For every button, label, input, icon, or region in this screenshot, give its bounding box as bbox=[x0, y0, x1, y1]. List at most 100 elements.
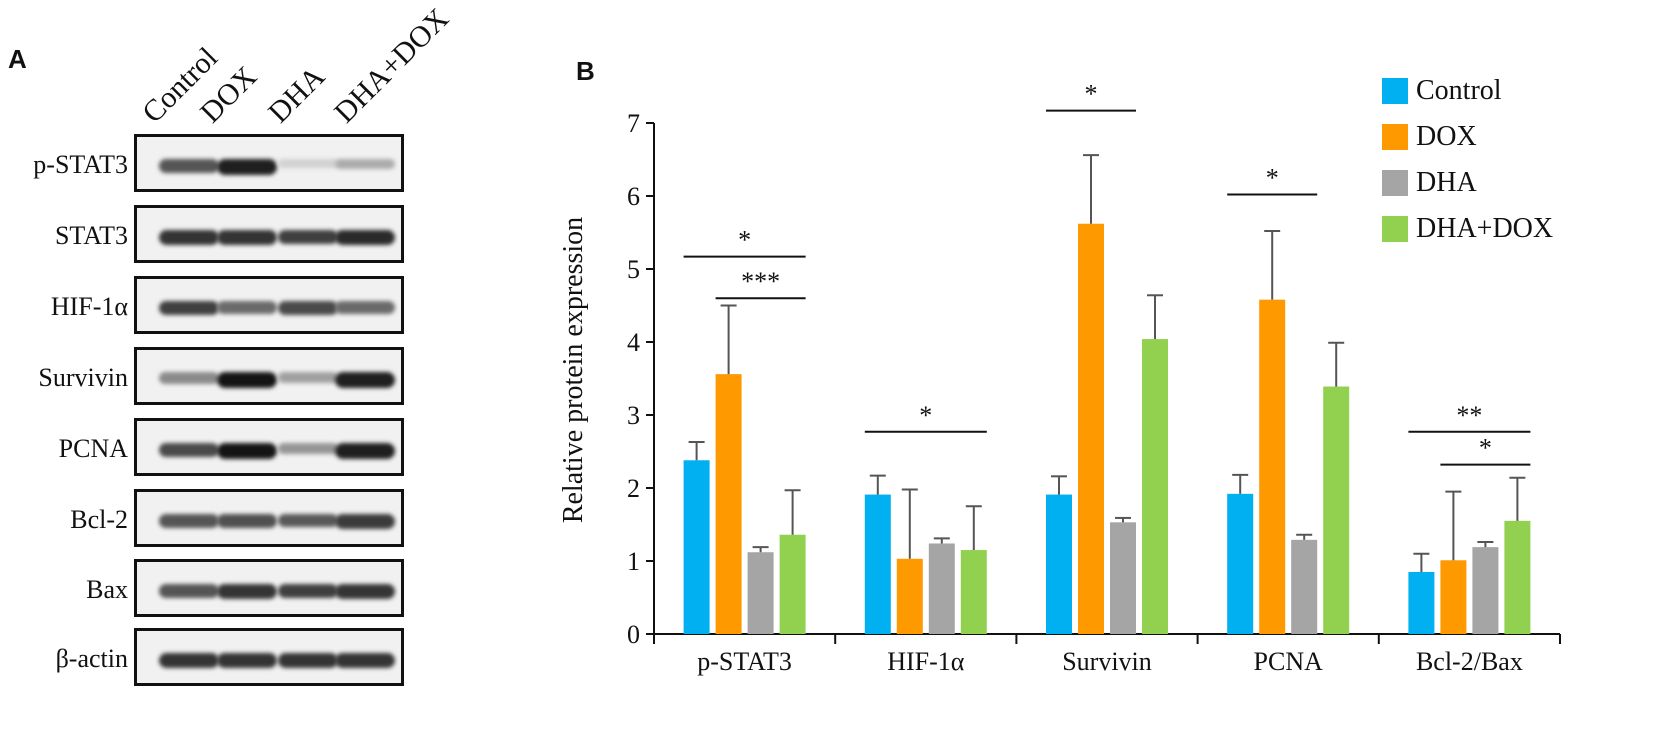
significance-marker: * bbox=[1266, 164, 1279, 193]
blot-strip bbox=[134, 418, 404, 476]
x-tick-label: HIF-1α bbox=[887, 647, 965, 676]
blot-band bbox=[159, 159, 219, 173]
bar bbox=[747, 552, 774, 634]
blot-band bbox=[159, 372, 219, 384]
bar bbox=[864, 494, 891, 634]
blot-label: Survivin bbox=[38, 363, 128, 392]
significance-marker: *** bbox=[741, 267, 780, 296]
blot-label: STAT3 bbox=[54, 221, 128, 250]
y-tick-label: 7 bbox=[627, 109, 640, 138]
blot-band bbox=[335, 372, 395, 388]
blot-strip bbox=[134, 347, 404, 405]
legend-label: Control bbox=[1416, 75, 1502, 106]
blot-label: β-actin bbox=[55, 644, 128, 673]
bar bbox=[1472, 547, 1499, 634]
bar bbox=[1504, 520, 1531, 634]
legend-swatch bbox=[1382, 170, 1408, 196]
bar bbox=[1227, 493, 1254, 634]
blot-band bbox=[335, 514, 395, 529]
significance-marker: ** bbox=[1456, 401, 1482, 430]
y-tick-label: 2 bbox=[627, 474, 640, 503]
legend-item: DHA bbox=[1382, 160, 1553, 206]
blot-band bbox=[335, 584, 395, 599]
significance-marker: * bbox=[1085, 80, 1098, 109]
x-tick-label: Survivin bbox=[1062, 647, 1152, 676]
y-tick-label: 5 bbox=[627, 255, 640, 284]
legend-swatch bbox=[1382, 124, 1408, 150]
panel-b-label: B bbox=[576, 56, 595, 86]
blot-band bbox=[335, 653, 395, 668]
blot-band bbox=[217, 159, 277, 175]
blot-band bbox=[278, 301, 338, 315]
blot-band bbox=[217, 372, 277, 388]
blot-strip bbox=[134, 559, 404, 617]
bar bbox=[1110, 522, 1136, 634]
significance-marker: * bbox=[919, 401, 932, 430]
blot-band bbox=[217, 230, 277, 245]
x-tick-label: p-STAT3 bbox=[697, 647, 792, 676]
bar bbox=[1078, 223, 1104, 635]
y-tick-label: 0 bbox=[627, 620, 640, 649]
blot-band bbox=[278, 230, 338, 245]
blot-band bbox=[278, 653, 338, 668]
bar bbox=[960, 550, 987, 634]
legend-item: DHA+DOX bbox=[1382, 206, 1553, 252]
bar bbox=[1408, 571, 1435, 634]
bar bbox=[1046, 494, 1072, 634]
blot-band bbox=[159, 584, 219, 598]
significance-marker: * bbox=[738, 226, 751, 255]
blot-band bbox=[278, 159, 338, 168]
blot-label: HIF-1α bbox=[50, 292, 128, 321]
blot-band bbox=[335, 230, 395, 246]
blot-band bbox=[217, 653, 277, 668]
x-tick-label: PCNA bbox=[1254, 647, 1324, 676]
blot-band bbox=[217, 443, 277, 459]
x-tick-label: Bcl-2/Bax bbox=[1416, 647, 1523, 676]
y-tick-label: 1 bbox=[627, 547, 640, 576]
bar bbox=[1259, 299, 1286, 634]
legend-item: DOX bbox=[1382, 114, 1553, 160]
blot-band bbox=[159, 301, 219, 316]
blot-band bbox=[217, 514, 277, 528]
blot-strip bbox=[134, 628, 404, 686]
y-tick-label: 4 bbox=[627, 328, 640, 357]
legend-swatch bbox=[1382, 216, 1408, 242]
bar bbox=[683, 460, 710, 634]
legend-label: DOX bbox=[1416, 121, 1477, 152]
blot-band bbox=[278, 514, 338, 528]
significance-marker: * bbox=[1479, 434, 1492, 463]
blot-band bbox=[159, 443, 219, 457]
y-tick-label: 6 bbox=[627, 182, 640, 211]
bar bbox=[715, 374, 742, 634]
chart-legend: Control DOX DHA DHA+DOX bbox=[1382, 68, 1553, 252]
legend-label: DHA bbox=[1416, 167, 1477, 198]
blot-strip bbox=[134, 489, 404, 547]
blot-strip bbox=[134, 134, 404, 192]
bar bbox=[1142, 339, 1168, 634]
blot-label: PCNA bbox=[58, 434, 128, 463]
blot-strip bbox=[134, 276, 404, 334]
legend-label: DHA+DOX bbox=[1416, 213, 1554, 244]
y-axis-label: Relative protein expression bbox=[558, 217, 589, 523]
blot-band bbox=[335, 443, 395, 459]
blot-band bbox=[335, 159, 395, 170]
legend-swatch bbox=[1382, 78, 1408, 104]
blot-label: p-STAT3 bbox=[33, 150, 128, 179]
blot-label: Bax bbox=[86, 575, 128, 604]
blot-band bbox=[278, 443, 338, 455]
bar bbox=[896, 558, 923, 634]
bar bbox=[779, 534, 806, 634]
blot-strip bbox=[134, 205, 404, 263]
bar bbox=[1440, 560, 1467, 634]
blot-band bbox=[335, 301, 395, 314]
blot-band bbox=[278, 372, 338, 383]
blot-label: Bcl-2 bbox=[70, 505, 128, 534]
blot-band bbox=[217, 301, 277, 314]
bar bbox=[1323, 386, 1350, 634]
blot-band bbox=[159, 653, 219, 668]
blot-band bbox=[217, 584, 277, 599]
blot-band bbox=[278, 584, 338, 599]
y-tick-label: 3 bbox=[627, 401, 640, 430]
panel-a-label: A bbox=[8, 44, 27, 74]
